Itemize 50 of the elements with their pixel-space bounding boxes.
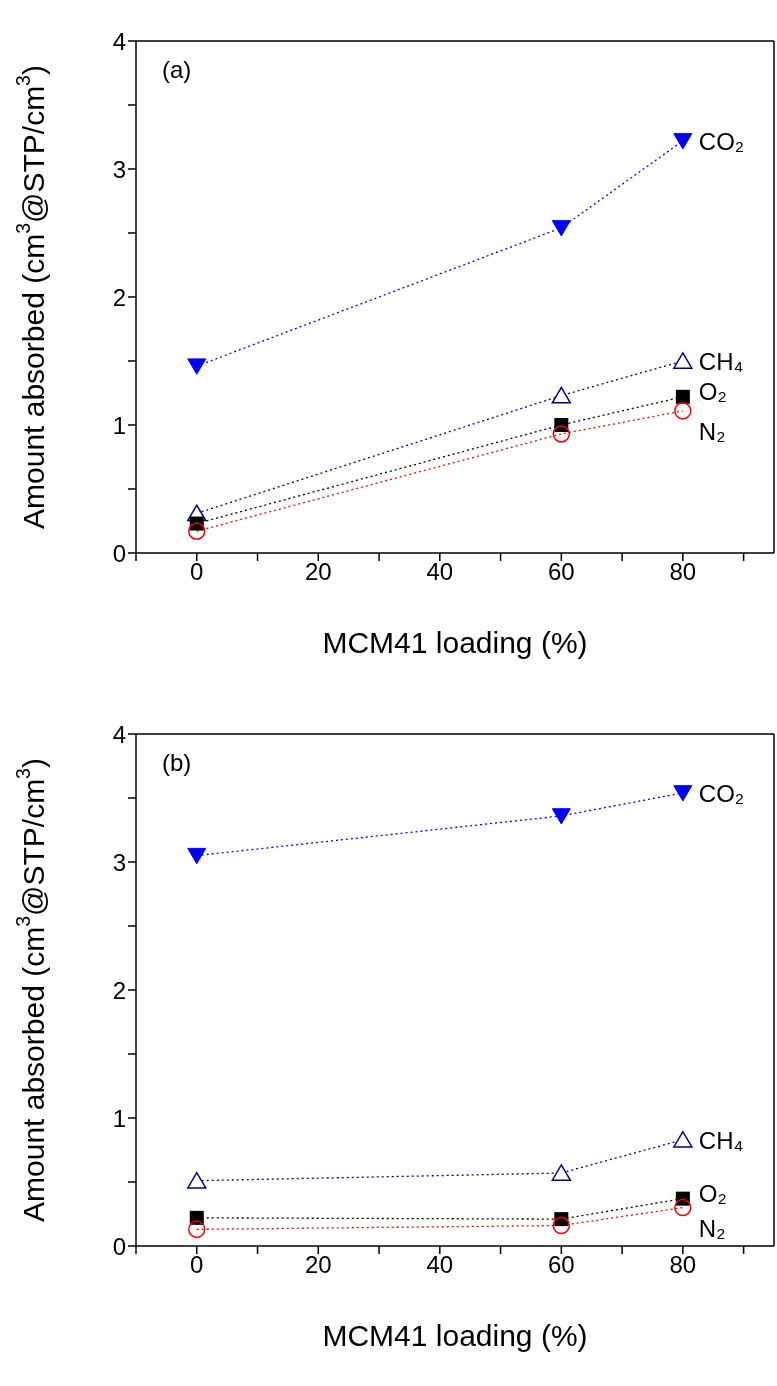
point [673,352,693,369]
x-tick-label: 80 [669,1251,697,1279]
x-tick-label: 20 [304,1251,332,1279]
text: (a) [162,56,192,84]
y-tick-label: 4 [112,720,126,748]
y-tick-label: 4 [112,27,126,55]
x-tick-label: 60 [547,558,575,586]
x-tick-label: 80 [669,558,697,586]
point [674,1198,692,1217]
x-tick-label: 0 [190,1251,204,1279]
point [551,1164,572,1181]
point [675,389,690,404]
series-label: O₂ [698,377,727,405]
point [188,522,206,540]
text: (b) [162,749,192,777]
y-tick-label: 1 [112,1104,126,1132]
point [673,785,693,802]
series-label: N₂ [698,417,726,445]
y-tick-label: 0 [112,1232,126,1260]
point [552,425,571,443]
point [551,220,571,237]
y-tick-label: 0 [112,539,126,567]
series-label: N₂ [698,1214,726,1242]
series-label: O₂ [698,1179,727,1207]
point [187,1171,207,1189]
y-tick-label: 3 [112,848,126,876]
point [673,133,693,150]
point [187,847,207,865]
point [673,1130,693,1148]
y-tick-label: 1 [112,411,126,439]
y-tick-label: 3 [112,155,126,183]
x-axis-title: MCM41 loading (%) [322,1319,588,1352]
point [551,386,572,404]
point [674,402,692,420]
series-label: CH₄ [698,348,744,375]
x-tick-label: 0 [190,558,204,586]
y-tick-label: 2 [112,976,126,1004]
series-label: CH₄ [698,1126,744,1154]
point [188,1220,206,1239]
point [187,358,207,375]
point [552,1216,571,1235]
x-tick-label: 40 [426,1251,454,1279]
series-label: CO₂ [698,127,745,155]
x-tick-label: 40 [426,558,454,586]
point [551,808,571,825]
series-label: CO₂ [698,779,745,807]
y-tick-label: 2 [112,283,126,311]
x-tick-label: 60 [547,1251,575,1279]
x-tick-label: 20 [304,558,332,586]
x-axis-title: MCM41 loading (%) [322,626,588,659]
